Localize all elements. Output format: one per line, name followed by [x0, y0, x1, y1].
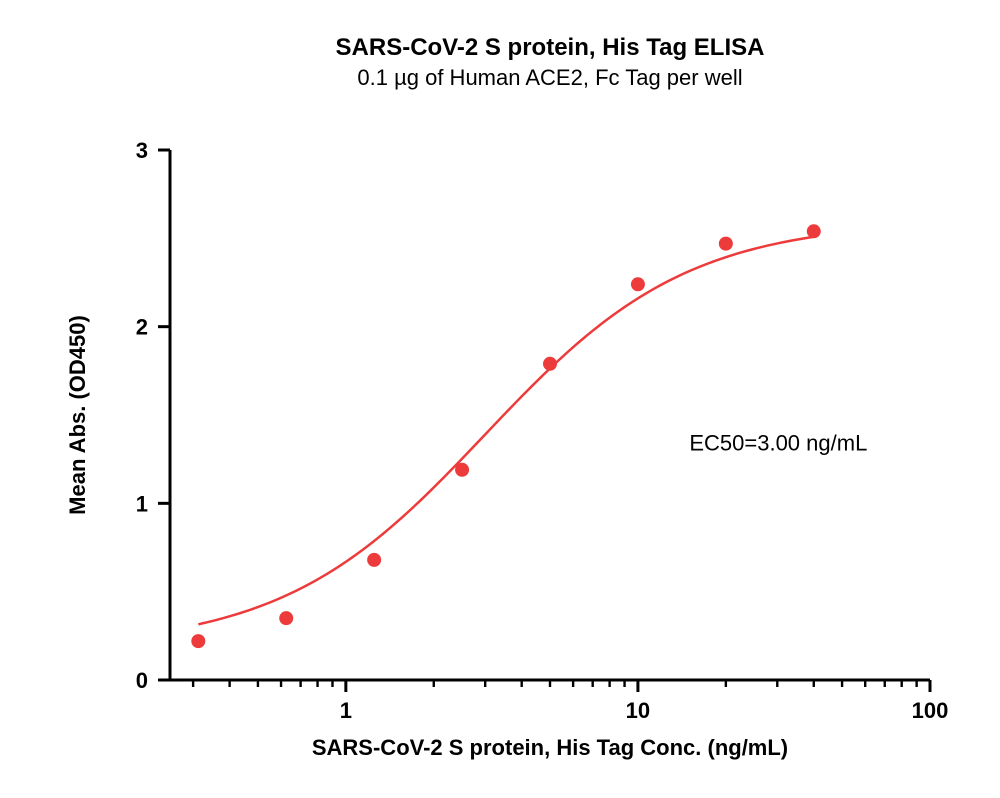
x-tick-label: 10	[626, 698, 650, 723]
chart-title-main: SARS-CoV-2 S protein, His Tag ELISA	[336, 34, 765, 61]
data-point	[807, 224, 821, 238]
data-point	[719, 237, 733, 251]
y-tick-label: 3	[136, 138, 148, 163]
data-point	[191, 634, 205, 648]
y-axis-label: Mean Abs. (OD450)	[65, 315, 90, 515]
y-tick-label: 1	[136, 491, 148, 516]
data-point	[543, 357, 557, 371]
y-tick-label: 0	[136, 668, 148, 693]
y-tick-label: 2	[136, 315, 148, 340]
data-point	[631, 277, 645, 291]
x-tick-label: 100	[912, 698, 949, 723]
chart-title-sub: 0.1 µg of Human ACE2, Fc Tag per well	[357, 65, 742, 90]
x-axis-label: SARS-CoV-2 S protein, His Tag Conc. (ng/…	[312, 735, 788, 760]
x-tick-label: 1	[340, 698, 352, 723]
chart-container: SARS-CoV-2 S protein, His Tag ELISA 0.1 …	[0, 0, 1000, 798]
data-point	[455, 463, 469, 477]
data-point	[279, 611, 293, 625]
x-axis: 1 10 100	[170, 680, 948, 723]
data-point	[367, 553, 381, 567]
y-axis: 0 1 2 3	[136, 138, 170, 693]
chart-svg: SARS-CoV-2 S protein, His Tag ELISA 0.1 …	[0, 0, 1000, 798]
ec50-annotation: EC50=3.00 ng/mL	[689, 430, 867, 455]
